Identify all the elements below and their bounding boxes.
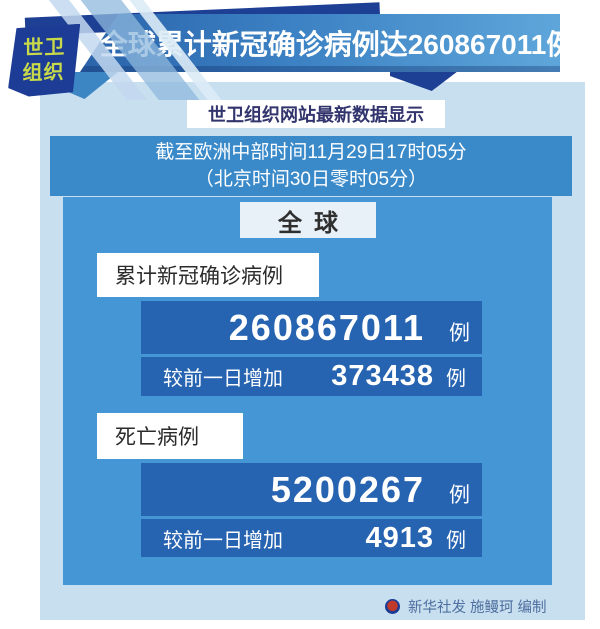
footer-credit: 新华社发 施鳗珂 编制 (385, 596, 547, 616)
datetime-line1: 截至欧洲中部时间11月29日17时05分 (155, 142, 467, 163)
deaths-label: 死亡病例 (115, 426, 199, 449)
page-title: 全球累计新冠确诊病例达260867011例 (99, 29, 575, 60)
deaths-unit: 例 (449, 484, 470, 507)
confirmed-label: 累计新冠确诊病例 (115, 265, 283, 288)
confirmed-delta-value: 373438 (331, 360, 434, 392)
confirmed-unit: 例 (449, 322, 470, 345)
who-badge-line2: 组织 (22, 60, 65, 85)
deaths-delta-label: 较前一日增加 (163, 529, 283, 552)
datetime-box: 截至欧洲中部时间11月29日17时05分 （北京时间30日零时05分） (50, 136, 572, 196)
credit-text: 新华社发 施鳗珂 编制 (408, 599, 547, 616)
data-source-text: 世卫组织网站最新数据显示 (208, 105, 424, 125)
who-badge: 世卫 组织 (8, 24, 80, 98)
deaths-delta-box: 较前一日增加 4913 例 (141, 519, 482, 557)
confirmed-value: 260867011 (228, 307, 425, 348)
section-heading: 全球 (278, 209, 350, 237)
deaths-value: 5200267 (270, 469, 425, 510)
deaths-value-box: 5200267 例 (141, 463, 482, 516)
deaths-label-box: 死亡病例 (97, 413, 243, 459)
section-heading-box: 全球 (240, 202, 376, 238)
confirmed-delta-label: 较前一日增加 (163, 368, 283, 390)
who-badge-line1: 世卫 (23, 35, 66, 60)
deaths-delta-unit: 例 (446, 529, 466, 552)
data-source-box: 世卫组织网站最新数据显示 (187, 100, 445, 128)
deaths-delta-value: 4913 (365, 521, 434, 554)
confirmed-label-box: 累计新冠确诊病例 (97, 253, 319, 297)
xinhua-emblem-icon (385, 598, 400, 614)
confirmed-value-box: 260867011 例 (141, 301, 482, 354)
datetime-line2: （北京时间30日零时05分） (194, 169, 428, 190)
confirmed-delta-box: 较前一日增加 373438 例 (141, 357, 482, 396)
confirmed-delta-unit: 例 (446, 368, 466, 390)
title-banner: 全球累计新冠确诊病例达260867011例 (80, 14, 560, 72)
